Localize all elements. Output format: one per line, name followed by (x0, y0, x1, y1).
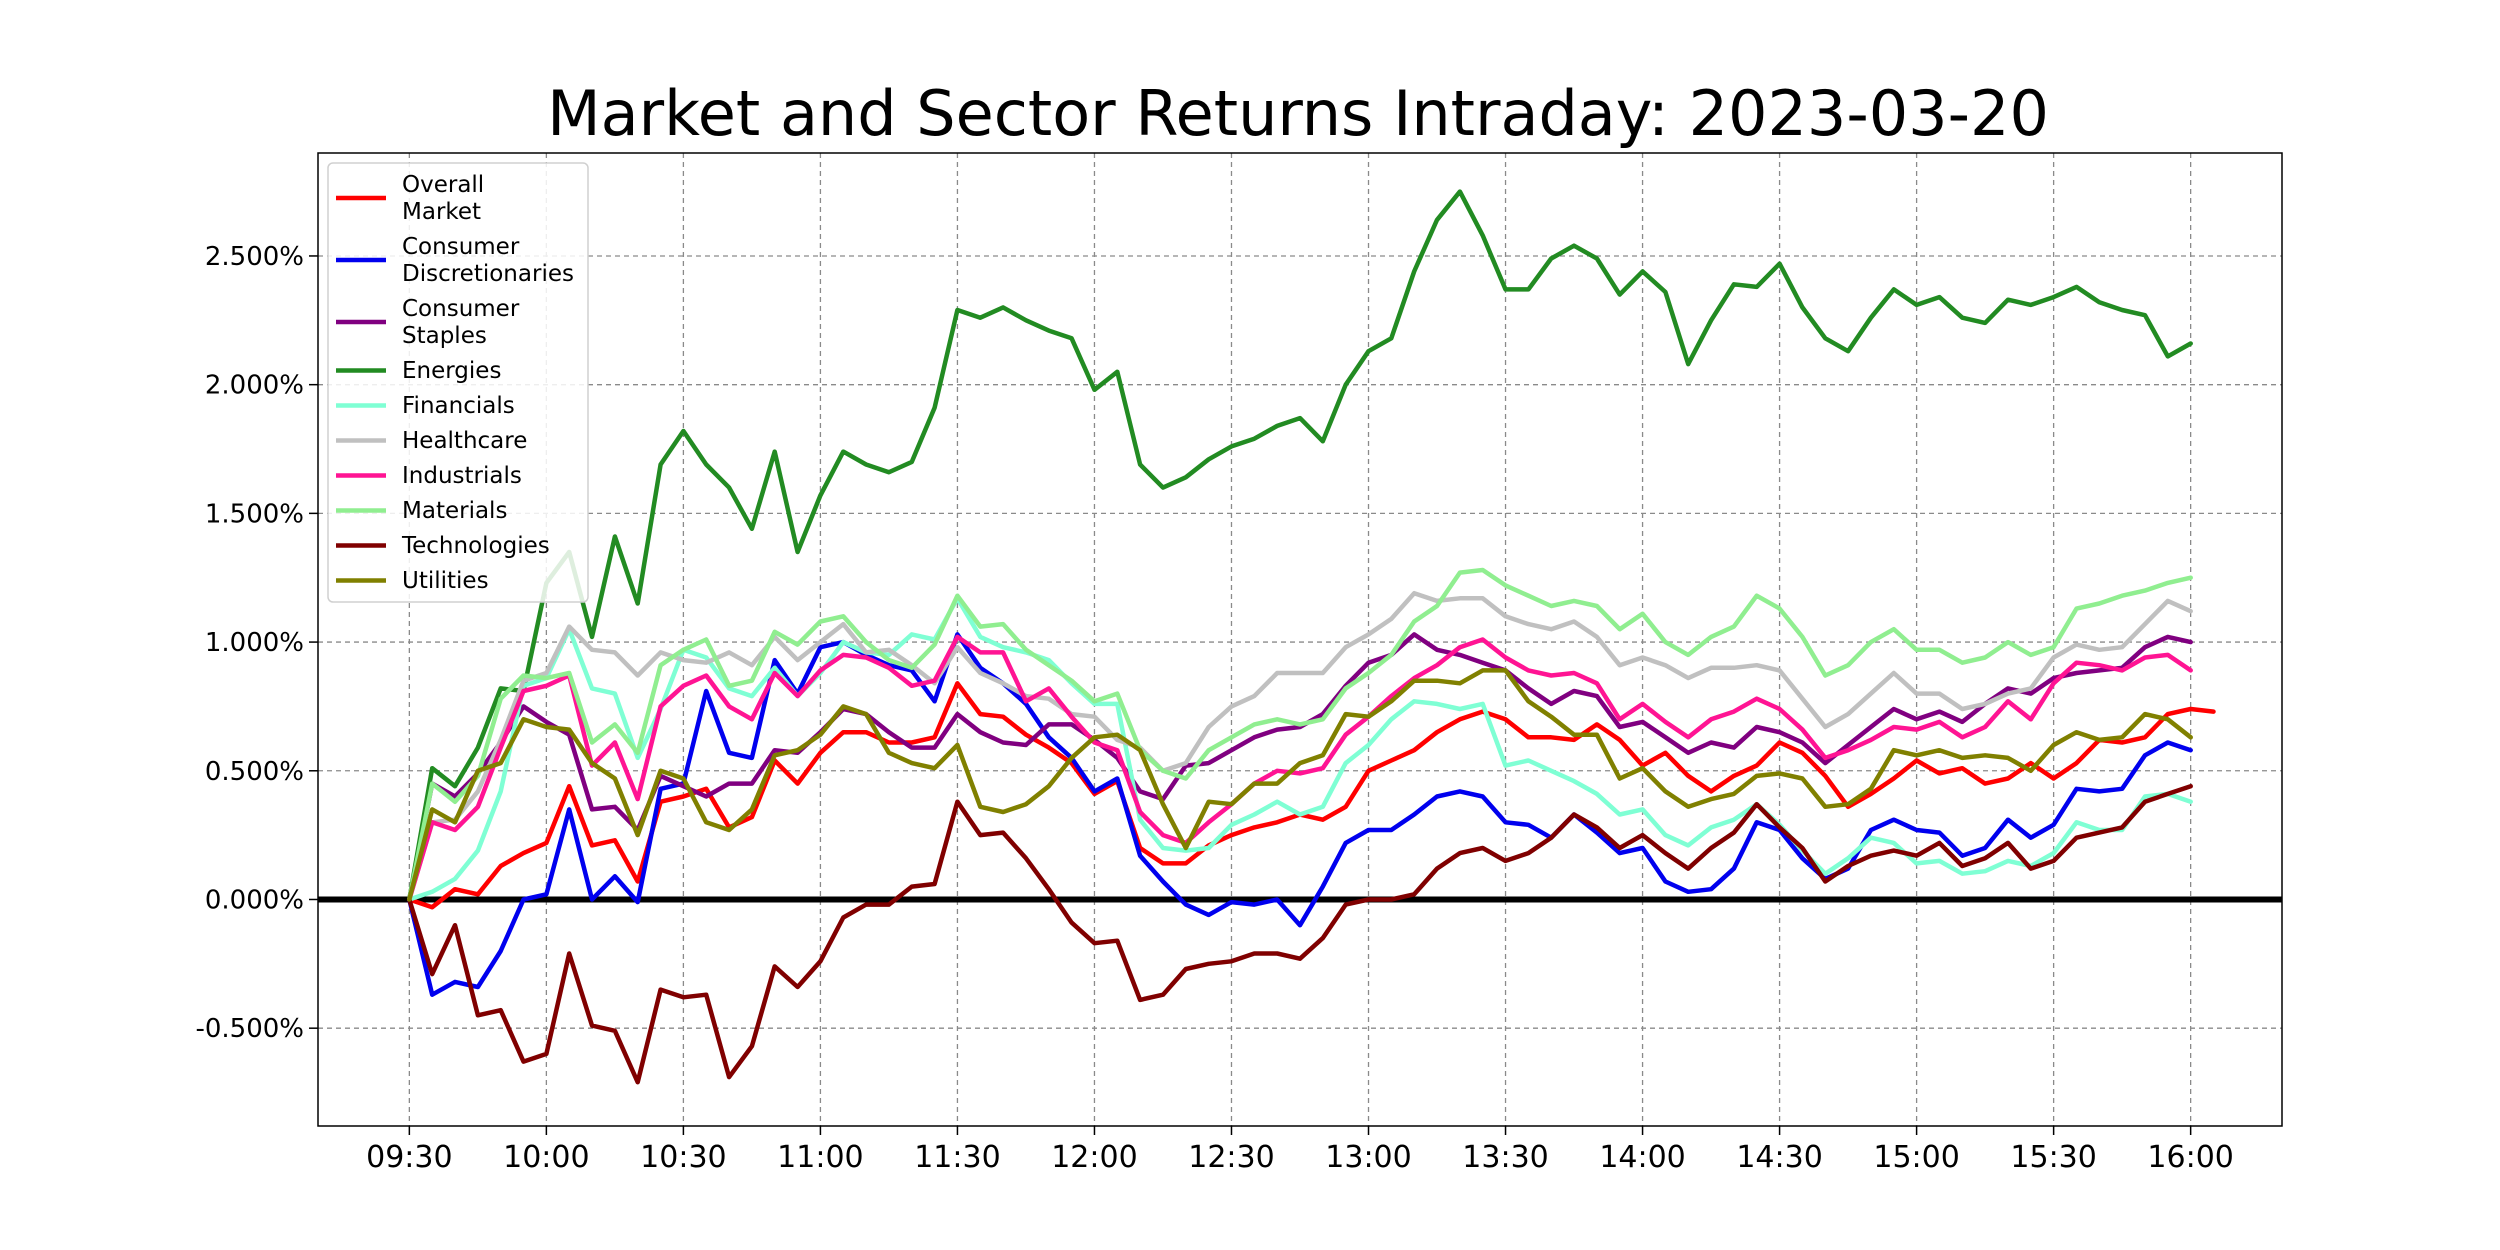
series-line-consumer-discretionaries (407, 632, 2193, 997)
y-tick-label: 0.500% (205, 757, 304, 787)
x-axis-ticks: 09:30 10:00 10:30 11:00 11:30 12:00 12:30 13:00… (366, 1126, 2234, 1175)
x-tick-label: 12:30 (1188, 1140, 1274, 1175)
legend-box (327, 162, 589, 603)
legend-label-financials: Financials (402, 393, 515, 419)
x-tick-label: 09:30 (366, 1140, 452, 1175)
series-line-technologies (407, 783, 2193, 1085)
plot-area-frame (317, 152, 2283, 1127)
series-lines (407, 189, 2216, 1085)
x-tick-label: 14:30 (1736, 1140, 1822, 1175)
legend-label-utilities: Utilities (402, 568, 489, 594)
x-tick-label: 15:30 (2010, 1140, 2096, 1175)
x-tick-label: 13:00 (1325, 1140, 1411, 1175)
series-line-healthcare (407, 590, 2193, 902)
legend-label-overall-market: Overall Market (402, 172, 484, 225)
legend-label-technologies: Technologies (401, 533, 550, 559)
x-tick-label: 11:30 (914, 1140, 1000, 1175)
y-axis-ticks: -0.500% 0.000% 0.500% 1.000% 1.500% 2.000% 2.5… (195, 242, 318, 1044)
x-tick-label: 12:00 (1051, 1140, 1137, 1175)
series-line-financials (407, 596, 2193, 902)
series-line-materials (407, 567, 2193, 902)
legend-label-industrials: Industrials (402, 463, 522, 489)
y-tick-label: 0.000% (205, 885, 304, 915)
x-tick-label: 11:00 (777, 1140, 863, 1175)
legend-label-consumer-discretionaries: Consumer Discretionaries (402, 234, 574, 287)
x-tick-label: 15:00 (1873, 1140, 1959, 1175)
x-tick-label: 10:30 (640, 1140, 726, 1175)
y-tick-label: 2.000% (205, 371, 304, 401)
series-line-overall-market (407, 681, 2216, 910)
x-tick-label: 10:00 (503, 1140, 589, 1175)
y-tick-label: 1.500% (205, 499, 304, 529)
legend-label-healthcare: Healthcare (402, 428, 527, 454)
series-line-energies (407, 189, 2193, 902)
series-line-consumer-staples (407, 632, 2193, 902)
y-tick-label: 1.000% (205, 628, 304, 658)
gridlines (318, 153, 2282, 1126)
x-tick-label: 14:00 (1599, 1140, 1685, 1175)
legend-label-materials: Materials (402, 498, 507, 524)
legend: Overall Market Consumer Discretionaries Cons… (327, 162, 589, 603)
y-tick-label: -0.500% (195, 1014, 304, 1044)
x-tick-label: 13:30 (1462, 1140, 1548, 1175)
series-line-industrials (407, 634, 2193, 902)
legend-label-energies: Energies (402, 358, 501, 384)
series-line-utilities (407, 668, 2193, 902)
chart-title: Market and Sector Returns Intraday: 2023… (547, 77, 2049, 150)
legend-label-consumer-staples: Consumer Staples (402, 296, 520, 349)
x-tick-label: 16:00 (2147, 1140, 2233, 1175)
y-tick-label: 2.500% (205, 242, 304, 272)
